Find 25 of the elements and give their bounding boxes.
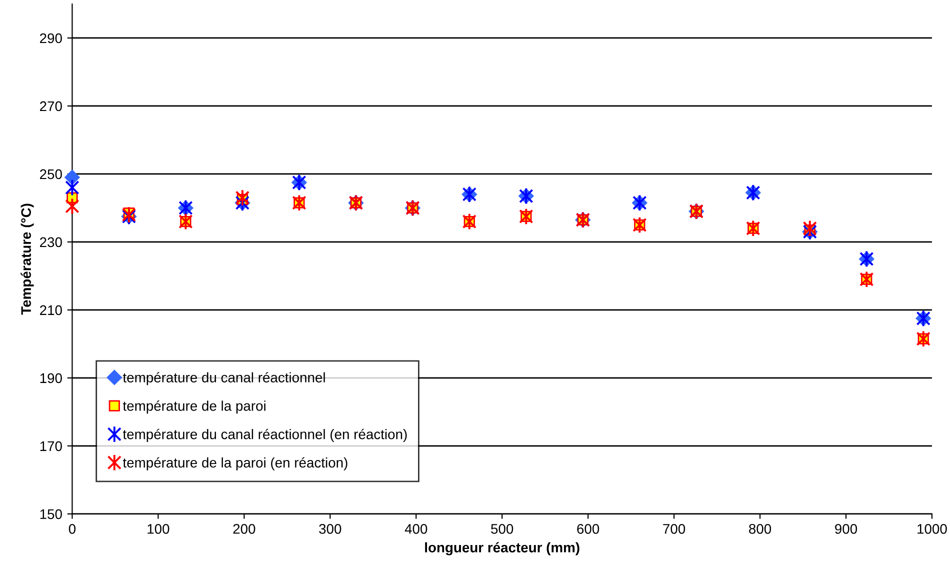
x-tick-label: 0 (68, 524, 76, 534)
y-tick-label: 210 (40, 305, 62, 316)
x-tick-label: 500 (491, 524, 514, 534)
y-tick-label: 290 (40, 33, 62, 44)
x-tick-label: 600 (577, 524, 600, 534)
y-tick-label: 150 (40, 509, 62, 520)
x-tick-label: 300 (319, 524, 342, 534)
x-tick-label: 700 (663, 524, 686, 534)
legend-label: température du canal réactionnel (122, 372, 325, 386)
x-tick-label: 900 (835, 524, 858, 534)
x-tick-label: 800 (749, 524, 772, 534)
x-axis-title: longueur réacteur (mm) (425, 542, 580, 556)
y-axis-title: Température (°C) (20, 204, 34, 315)
x-tick-label: 200 (233, 524, 256, 534)
x-tick-label: 1000 (918, 524, 947, 534)
legend-label: température du canal réactionnel (en réaction) (122, 428, 407, 442)
y-tick-label: 230 (40, 237, 62, 248)
y-tick-label: 270 (40, 101, 62, 112)
legend-label: température de la paroi (122, 400, 266, 414)
x-tick-label: 100 (148, 524, 170, 534)
y-tick-label: 250 (40, 169, 62, 180)
x-tick-label: 400 (404, 524, 428, 534)
y-tick-label: 170 (40, 441, 62, 452)
legend-label: température de la paroi (en réaction) (122, 457, 348, 470)
y-tick-label: 190 (40, 373, 62, 384)
